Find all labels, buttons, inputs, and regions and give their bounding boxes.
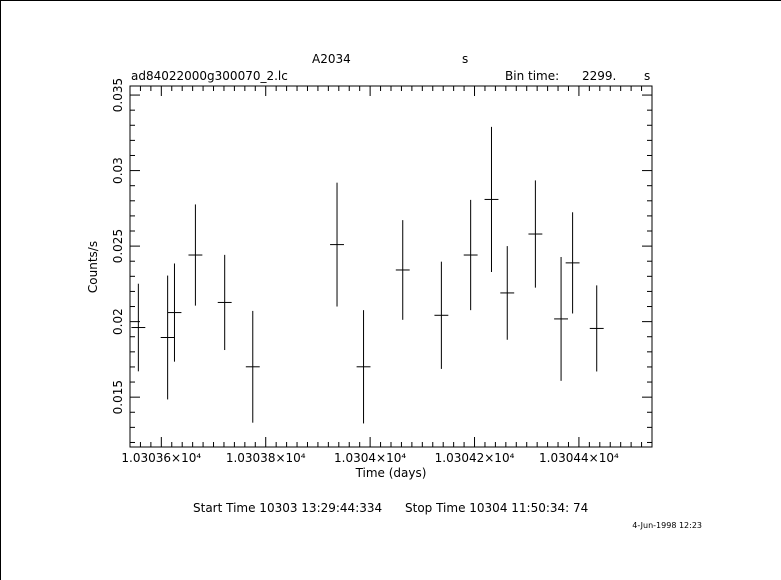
y-tick-label: 0.035 <box>111 78 125 112</box>
data-point <box>463 199 478 311</box>
data-point <box>565 212 580 314</box>
data-point <box>217 254 232 351</box>
data-point <box>131 283 146 372</box>
x-tick-label: 1.0304×10⁴ <box>334 451 406 465</box>
bin-time-unit: s <box>644 69 650 83</box>
bin-time-value: 2299. <box>582 69 616 83</box>
data-point <box>395 220 410 320</box>
title-unit: s <box>462 52 468 66</box>
x-tick-label: 1.03036×10⁴ <box>121 451 201 465</box>
data-point <box>188 204 203 306</box>
axis-tick-labels: 1.03036×10⁴ 1.03038×10⁴ 1.0304×10⁴ 1.03042×… <box>111 78 619 465</box>
frame-left-edge <box>0 0 1 580</box>
data-point <box>330 182 344 307</box>
bin-time-label: Bin time: <box>505 69 559 83</box>
x-axis-label: Time (days) <box>355 466 427 480</box>
x-tick-label: 1.03044×10⁴ <box>539 451 619 465</box>
data-point <box>434 261 449 369</box>
data-point <box>245 310 260 423</box>
date-stamp: 4-Jun-1998 12:23 <box>632 521 702 530</box>
y-tick-label: 0.02 <box>111 308 125 335</box>
data-point <box>484 126 499 272</box>
x-tick-label: 1.03042×10⁴ <box>435 451 515 465</box>
stop-time: Stop Time 10304 11:50:34: 74 <box>405 501 588 515</box>
data-point <box>167 263 182 362</box>
data-point <box>500 246 515 340</box>
axis-ticks <box>129 86 653 447</box>
data-points <box>131 126 604 424</box>
y-tick-label: 0.025 <box>111 229 125 263</box>
data-point <box>554 256 569 381</box>
y-tick-label: 0.015 <box>111 380 125 414</box>
plot-frame <box>129 85 653 448</box>
start-time: Start Time 10303 13:29:44:334 <box>193 501 382 515</box>
x-tick-label: 1.03038×10⁴ <box>226 451 306 465</box>
object-title: A2034 <box>312 52 351 66</box>
data-point <box>528 180 543 288</box>
file-name: ad84022000g300070_2.lc <box>131 69 288 83</box>
y-tick-label: 0.03 <box>111 157 125 184</box>
frame-top-edge <box>0 0 781 1</box>
data-point <box>589 285 604 372</box>
data-point <box>356 310 371 424</box>
data-point <box>160 275 175 400</box>
y-axis-label: Counts/s <box>86 241 100 293</box>
